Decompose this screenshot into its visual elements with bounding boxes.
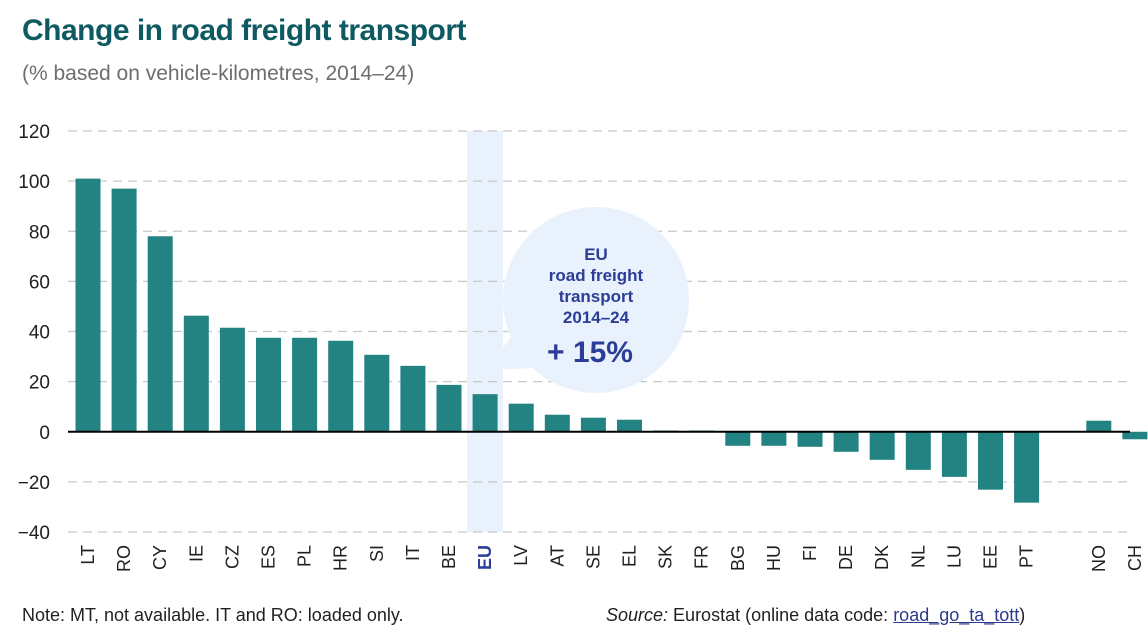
x-tick-label-cz: CZ bbox=[222, 545, 242, 569]
source-end: ) bbox=[1019, 605, 1026, 625]
x-tick-label-at: AT bbox=[547, 545, 567, 567]
bar-lv bbox=[508, 403, 534, 432]
x-tick-label-sk: SK bbox=[656, 545, 676, 569]
eu-callout: EU road freight transport 2014–24 + 15% bbox=[485, 207, 689, 393]
x-tick-label-fr: FR bbox=[692, 545, 712, 569]
y-tick-label: −20 bbox=[18, 473, 50, 494]
bar-el bbox=[617, 419, 642, 432]
chart-subtitle: (% based on vehicle-kilometres, 2014–24) bbox=[22, 62, 415, 85]
chart-title: Change in road freight transport bbox=[22, 14, 467, 47]
bar-cy bbox=[147, 236, 173, 432]
bar-es bbox=[256, 337, 281, 432]
y-tick-label: 60 bbox=[29, 272, 50, 293]
x-tick-label-lv: LV bbox=[511, 545, 531, 566]
footnote: Note: MT, not available. IT and RO: load… bbox=[22, 605, 404, 625]
x-tick-label-pl: PL bbox=[295, 545, 315, 567]
x-tick-label-ie: IE bbox=[186, 545, 206, 562]
x-tick-label-de: DE bbox=[836, 545, 856, 570]
bar-ee bbox=[978, 431, 1003, 490]
y-tick-label: −40 bbox=[18, 523, 50, 544]
bar-ie bbox=[183, 315, 209, 432]
x-tick-label-se: SE bbox=[583, 545, 603, 569]
bar-lt bbox=[75, 178, 101, 432]
bar-fi bbox=[797, 431, 823, 447]
x-tick-label-bg: BG bbox=[728, 545, 748, 571]
source-text: Eurostat (online data code: bbox=[668, 605, 894, 625]
x-tick-label-dk: DK bbox=[872, 545, 892, 570]
bar-be bbox=[436, 384, 462, 432]
x-tick-label-hr: HR bbox=[331, 545, 351, 571]
callout-value: + 15% bbox=[547, 336, 633, 369]
source-label: Source: bbox=[606, 605, 669, 625]
bar-lu bbox=[941, 431, 967, 477]
x-tick-label-no: NO bbox=[1089, 545, 1109, 572]
x-tick-label-ch: CH bbox=[1125, 545, 1145, 571]
x-tick-label-nl: NL bbox=[908, 545, 928, 568]
callout-line-4: 2014–24 bbox=[563, 308, 630, 327]
y-tick-label: 100 bbox=[18, 172, 50, 193]
bar-si bbox=[364, 354, 390, 432]
source-link[interactable]: road_go_ta_tott bbox=[893, 605, 1020, 625]
bar-dk bbox=[869, 431, 895, 460]
x-tick-label-es: ES bbox=[259, 545, 279, 569]
bar-se bbox=[580, 417, 606, 432]
bar-it bbox=[400, 365, 426, 432]
bar-nl bbox=[905, 431, 931, 470]
y-tick-label: 40 bbox=[29, 323, 50, 344]
bar-cz bbox=[219, 327, 245, 432]
x-tick-label-be: BE bbox=[439, 545, 459, 569]
bar-eu bbox=[472, 394, 498, 432]
bar-ch bbox=[1122, 431, 1148, 440]
y-tick-label: 80 bbox=[29, 222, 50, 243]
x-tick-label-eu: EU bbox=[475, 545, 495, 570]
x-tick-label-ee: EE bbox=[981, 545, 1001, 569]
x-tick-label-lu: LU bbox=[944, 545, 964, 568]
x-tick-label-it: IT bbox=[403, 545, 423, 561]
y-tick-label: 120 bbox=[18, 122, 50, 143]
y-tick-label: 20 bbox=[29, 373, 50, 394]
bar-pt bbox=[1014, 431, 1040, 503]
source-line: Source: Eurostat (online data code: road… bbox=[606, 605, 1025, 626]
bar-at bbox=[544, 414, 570, 432]
x-tick-label-el: EL bbox=[620, 545, 640, 567]
x-tick-label-hu: HU bbox=[764, 545, 784, 571]
bar-no bbox=[1086, 420, 1112, 432]
x-tick-label-cy: CY bbox=[150, 545, 170, 570]
bar-hr bbox=[328, 340, 354, 432]
bar-de bbox=[833, 431, 859, 452]
x-tick-label-ro: RO bbox=[114, 545, 134, 572]
callout-bubble bbox=[503, 207, 689, 393]
x-tick-label-lt: LT bbox=[78, 545, 98, 565]
x-tick-label-fi: FI bbox=[800, 545, 820, 561]
callout-pointer bbox=[485, 316, 536, 370]
x-tick-label-pt: PT bbox=[1017, 545, 1037, 568]
bar-bg bbox=[725, 431, 751, 446]
callout-line-3: transport bbox=[559, 287, 634, 306]
callout-line-2: road freight bbox=[549, 266, 644, 285]
bar-hu bbox=[761, 431, 787, 446]
y-tick-label: 0 bbox=[39, 423, 50, 444]
bar-pl bbox=[292, 337, 318, 432]
eu-highlight-band bbox=[467, 131, 504, 532]
callout-line-1: EU bbox=[584, 245, 608, 264]
bar-ro bbox=[111, 188, 137, 432]
x-tick-label-si: SI bbox=[367, 545, 387, 562]
